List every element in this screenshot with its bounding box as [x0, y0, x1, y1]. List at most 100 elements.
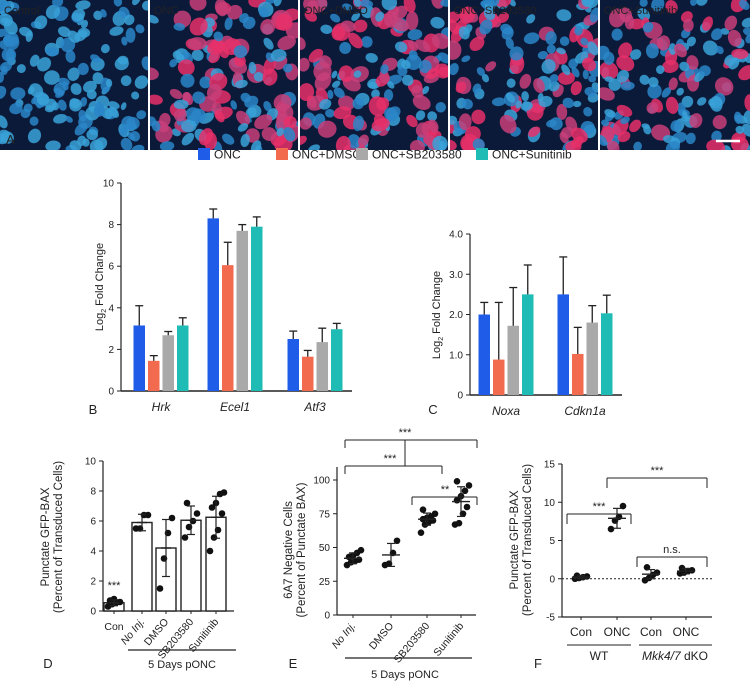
- red-nucleus: [469, 36, 485, 51]
- red-nucleus: [207, 40, 226, 55]
- red-nucleus: [617, 131, 631, 143]
- red-nucleus: [177, 59, 195, 76]
- blue-nucleus: [16, 64, 26, 73]
- red-nucleus: [208, 51, 221, 64]
- blue-nucleus: [682, 110, 688, 120]
- blue-nucleus: [121, 36, 128, 46]
- blue-nucleus: [432, 135, 448, 150]
- blue-nucleus: [418, 59, 432, 74]
- blue-nucleus: [119, 125, 128, 136]
- blue-nucleus: [505, 37, 514, 50]
- ylabel-line-1: Punctate GFP-BAX: [509, 490, 521, 589]
- blue-nucleus: [240, 92, 251, 103]
- blue-nucleus: [283, 127, 296, 142]
- blue-nucleus: [239, 13, 249, 23]
- blue-nucleus: [185, 107, 202, 121]
- blue-nucleus: [670, 120, 682, 132]
- blue-nucleus: [711, 130, 722, 143]
- bar-ecel1-0: [207, 218, 219, 391]
- red-nucleus: [600, 61, 619, 80]
- red-nucleus: [458, 113, 472, 131]
- red-nucleus: [407, 40, 419, 51]
- blue-nucleus: [472, 138, 485, 150]
- red-nucleus: [371, 118, 390, 132]
- blue-nucleus: [9, 102, 23, 115]
- blue-nucleus: [213, 31, 224, 42]
- category-label: ONC: [673, 625, 700, 639]
- bar-noxa-0: [478, 314, 490, 395]
- red-nucleus: [338, 65, 354, 83]
- blue-nucleus: [520, 101, 533, 111]
- ylabel-line-1: Punctate GFP-BAX: [40, 487, 52, 586]
- group-label: 5 Days pONC: [148, 659, 216, 671]
- blue-nucleus: [702, 40, 719, 56]
- panel-letter-d: D: [43, 656, 52, 671]
- red-nucleus: [409, 139, 425, 150]
- nuclei: [150, 0, 298, 150]
- blue-nucleus: [159, 141, 175, 150]
- red-nucleus: [570, 81, 582, 96]
- blue-nucleus: [479, 19, 493, 35]
- bar-noxa-3: [522, 294, 534, 395]
- bar-cdkn1a-2: [586, 322, 598, 395]
- blue-nucleus: [132, 0, 141, 6]
- red-nucleus: [618, 42, 633, 59]
- blue-nucleus: [5, 48, 17, 62]
- blue-nucleus: [276, 127, 285, 137]
- blue-nucleus: [415, 110, 426, 121]
- blue-nucleus: [386, 106, 401, 120]
- blue-nucleus: [330, 13, 341, 23]
- blue-nucleus: [461, 55, 471, 63]
- chart-d-ylabel: Punctate GFP-BAX (Percent of Transduced C…: [40, 461, 65, 613]
- data-point: [643, 563, 651, 571]
- nuclei: [600, 0, 750, 150]
- blue-nucleus: [92, 72, 104, 85]
- bar-hrk-3: [177, 325, 189, 391]
- y-tick-label: 10: [103, 179, 115, 190]
- red-nucleus: [724, 15, 738, 31]
- blue-nucleus: [676, 87, 684, 96]
- blue-nucleus: [422, 85, 430, 95]
- y-tick-label: 0: [549, 574, 555, 585]
- blue-nucleus: [53, 87, 64, 96]
- red-nucleus: [150, 94, 163, 105]
- blue-nucleus: [75, 0, 91, 10]
- blue-nucleus: [537, 50, 549, 60]
- blue-nucleus: [368, 81, 378, 89]
- red-nucleus: [405, 11, 419, 31]
- blue-nucleus: [250, 140, 262, 150]
- blue-nucleus: [37, 57, 52, 72]
- blue-nucleus: [604, 76, 614, 83]
- y-tick-label: 25: [319, 577, 331, 588]
- blue-nucleus: [264, 0, 276, 4]
- blue-nucleus: [620, 116, 630, 125]
- blue-nucleus: [180, 73, 195, 88]
- nuclei: [0, 0, 148, 150]
- data-point: [419, 506, 427, 513]
- blue-nucleus: [521, 91, 529, 102]
- blue-nucleus: [77, 62, 89, 76]
- blue-nucleus: [125, 27, 136, 43]
- micrograph-label: ONC+DMSO: [304, 5, 368, 17]
- red-nucleus: [189, 0, 207, 11]
- data-point: [181, 534, 189, 541]
- legend-item-1: ONC+DMSO: [276, 148, 362, 162]
- blue-nucleus: [561, 64, 571, 76]
- red-nucleus: [565, 116, 578, 132]
- blue-nucleus: [353, 0, 361, 8]
- red-nucleus: [450, 40, 462, 60]
- blue-nucleus: [0, 115, 8, 129]
- chart-d-y-axis: 0 2 4 6 8 10: [85, 457, 104, 618]
- blue-nucleus: [711, 28, 723, 41]
- ylabel-line-1: 6A7 Negative Cells: [283, 501, 295, 599]
- red-nucleus: [731, 48, 749, 60]
- red-nucleus: [665, 0, 678, 14]
- blue-nucleus: [698, 65, 711, 77]
- data-point: [453, 478, 461, 485]
- significance-label: ***: [593, 501, 607, 513]
- blue-nucleus: [739, 0, 750, 10]
- red-nucleus: [188, 37, 207, 51]
- blue-nucleus: [191, 49, 204, 61]
- data-point: [607, 525, 615, 533]
